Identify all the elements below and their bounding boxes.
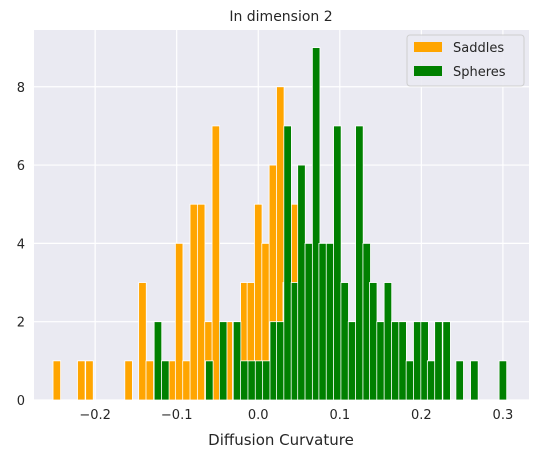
bar-saddles	[124, 360, 133, 401]
bar-spheres	[369, 282, 378, 401]
bar-spheres	[297, 164, 306, 401]
bar-spheres	[247, 360, 256, 401]
bar-spheres	[455, 360, 464, 401]
bar-saddles	[196, 203, 206, 401]
bar-spheres	[262, 360, 271, 401]
bar-spheres	[333, 125, 342, 401]
x-tick-label: 0.3	[493, 408, 514, 423]
chart-title: In dimension 2	[229, 9, 332, 25]
bar-spheres	[205, 360, 214, 401]
bar-spheres	[340, 282, 349, 401]
y-tick-label: 0	[17, 394, 25, 409]
bar-saddles	[174, 242, 184, 401]
legend-swatch-saddles	[414, 42, 442, 52]
bar-spheres	[283, 125, 292, 401]
bar-spheres	[318, 242, 327, 401]
bar-spheres	[355, 125, 364, 401]
bar-spheres	[442, 321, 451, 401]
bar-spheres	[391, 321, 400, 401]
bar-saddles	[77, 360, 86, 401]
bar-spheres	[304, 242, 314, 401]
x-axis-label: Diffusion Curvature	[208, 431, 354, 449]
legend-label-spheres: Spheres	[453, 65, 506, 80]
bar-spheres	[383, 282, 393, 401]
bar-saddles	[52, 360, 62, 401]
bar-saddles	[182, 360, 191, 401]
bar-saddles	[145, 360, 154, 401]
bar-spheres	[413, 321, 422, 401]
bar-spheres	[470, 360, 479, 401]
x-tick-label: −0.1	[161, 408, 193, 423]
legend-label-saddles: Saddles	[453, 41, 504, 56]
bar-spheres	[434, 321, 443, 401]
x-tick-label: 0.1	[329, 408, 350, 423]
bar-spheres	[426, 360, 436, 401]
bar-spheres	[232, 321, 242, 401]
x-tick-label: −0.2	[79, 408, 111, 423]
bar-spheres	[405, 360, 415, 401]
bar-spheres	[240, 360, 249, 401]
bar-saddles	[189, 203, 199, 401]
bar-spheres	[276, 321, 285, 401]
bar-spheres	[219, 321, 228, 401]
x-tick-labels: −0.2 −0.1 0.0 0.1 0.2 0.3	[79, 408, 513, 423]
y-tick-labels: 0 2 4 6 8	[17, 81, 25, 409]
x-tick-label: 0.0	[248, 408, 269, 423]
y-tick-label: 6	[17, 159, 25, 174]
bar-spheres	[161, 360, 170, 401]
bar-spheres	[347, 321, 357, 401]
bar-spheres	[311, 47, 321, 401]
bars	[52, 47, 508, 401]
bar-spheres	[376, 321, 385, 401]
legend-swatch-spheres	[414, 66, 442, 76]
bar-spheres	[153, 321, 163, 401]
bar-spheres	[254, 360, 264, 401]
bar-saddles	[211, 125, 221, 401]
x-tick-label: 0.2	[411, 408, 432, 423]
bar-saddles	[138, 282, 147, 401]
y-tick-label: 2	[17, 316, 25, 331]
bar-spheres	[398, 321, 407, 401]
bar-spheres	[498, 360, 508, 401]
bar-saddles	[85, 360, 94, 401]
bar-spheres	[325, 242, 335, 401]
legend: Saddles Spheres	[406, 34, 525, 87]
y-tick-label: 8	[17, 81, 25, 96]
y-tick-label: 4	[17, 237, 25, 252]
